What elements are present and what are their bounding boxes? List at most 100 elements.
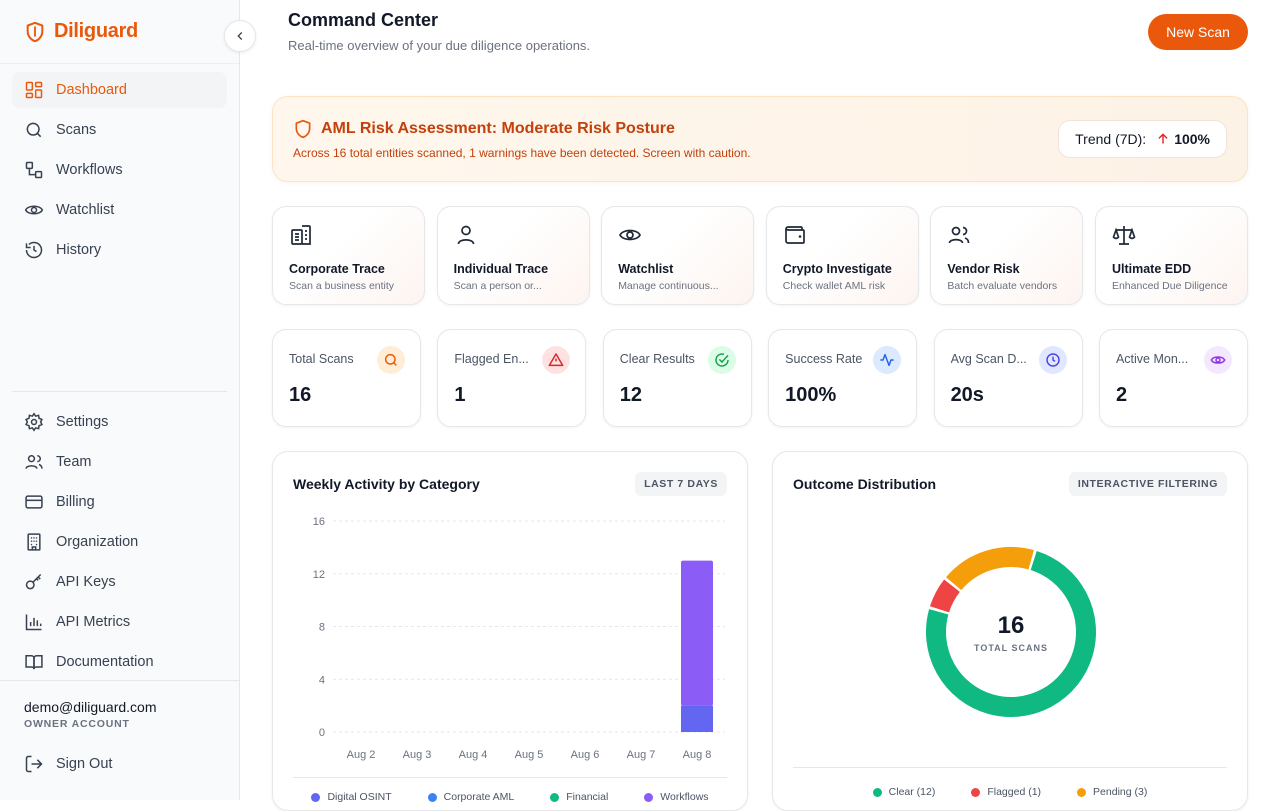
y-tick-label: 4 (319, 674, 325, 686)
stat-total-scans[interactable]: Total Scans 16 (272, 329, 421, 427)
collapse-sidebar-button[interactable] (224, 20, 256, 52)
legend-swatch (1077, 787, 1087, 797)
eye-icon (24, 205, 44, 215)
action-subtitle: Scan a business entity (289, 280, 395, 292)
legend-item[interactable]: Digital OSINT (311, 791, 392, 803)
legend-divider (293, 777, 727, 778)
key-icon (25, 573, 42, 590)
brand-name: Diliguard (54, 20, 138, 42)
nav-organization[interactable]: Organization (12, 524, 227, 560)
new-scan-button[interactable]: New Scan (1148, 14, 1248, 50)
main-content: Command Center Real-time overview of you… (240, 0, 1280, 811)
x-tick-label: Aug 6 (571, 749, 600, 761)
nav-divider (12, 391, 227, 392)
nav-api-keys[interactable]: API Keys (12, 564, 227, 600)
nav-label: Documentation (56, 654, 154, 670)
nav-team[interactable]: Team (12, 444, 227, 480)
donut-center-label: TOTAL SCANS (974, 643, 1048, 653)
bar-segment (681, 705, 713, 732)
scale-icon (1112, 226, 1136, 245)
last-7-days-badge: LAST 7 DAYS (635, 472, 727, 496)
nav-watchlist[interactable]: Watchlist (12, 192, 227, 228)
action-vendor-risk[interactable]: Vendor Risk Batch evaluate vendors (930, 206, 1084, 305)
action-watchlist[interactable]: Watchlist Manage continuous... (601, 206, 755, 305)
stat-value: 100% (785, 384, 837, 406)
interactive-filtering-badge: INTERACTIVE FILTERING (1068, 472, 1227, 496)
nav-label: API Keys (56, 574, 116, 590)
alert-triangle-icon (542, 346, 571, 374)
x-tick-label: Aug 2 (347, 749, 376, 761)
legend-label: Flagged (1) (987, 786, 1042, 798)
action-individual-trace[interactable]: Individual Trace Scan a person or... (436, 206, 590, 305)
users-icon (949, 226, 970, 244)
nav-dashboard[interactable]: Dashboard (12, 72, 227, 108)
stat-active-monitors[interactable]: Active Mon... 2 (1098, 329, 1248, 427)
shield-logo-icon (26, 21, 44, 42)
stat-label: Active Mon... (1115, 352, 1189, 366)
y-tick-label: 16 (313, 516, 325, 528)
legend-item[interactable]: Clear (12) (872, 786, 935, 798)
search-icon (377, 346, 405, 374)
nav-api-metrics[interactable]: API Metrics (12, 604, 227, 640)
nav-label: Billing (56, 494, 95, 510)
nav-documentation[interactable]: Documentation (12, 644, 227, 680)
check-circle-icon (707, 346, 736, 374)
donut-slice[interactable] (946, 547, 1034, 591)
nav-label: History (56, 242, 102, 258)
action-subtitle: Manage continuous... (618, 280, 719, 292)
weekly-activity-title: Weekly Activity by Category (293, 476, 480, 492)
stat-value: 1 (454, 384, 466, 406)
sign-out-label: Sign Out (56, 756, 113, 772)
legend-swatch (872, 787, 882, 797)
stat-clear[interactable]: Clear Results 12 (602, 329, 752, 427)
nav-history[interactable]: History (12, 232, 227, 268)
stat-flagged[interactable]: Flagged En... 1 (437, 329, 587, 427)
legend-item[interactable]: Corporate AML (427, 791, 514, 803)
legend-item[interactable]: Flagged (1) (971, 786, 1041, 798)
nav-workflows[interactable]: Workflows (12, 152, 227, 188)
brand[interactable]: Diliguard (0, 0, 239, 64)
wallet-icon (784, 226, 805, 244)
nav-scans[interactable]: Scans (12, 112, 227, 148)
stat-success-rate[interactable]: Success Rate 100% (768, 329, 918, 427)
outcome-distribution-title: Outcome Distribution (793, 476, 937, 492)
action-crypto-investigate[interactable]: Crypto Investigate Check wallet AML risk (765, 206, 919, 305)
sign-out-button[interactable]: Sign Out (24, 754, 112, 774)
action-title: Vendor Risk (947, 262, 1020, 276)
stat-value: 12 (619, 384, 643, 406)
y-tick-label: 12 (313, 569, 325, 581)
legend-item[interactable]: Financial (550, 791, 608, 803)
legend-swatch (427, 792, 437, 802)
action-title: Crypto Investigate (782, 262, 892, 276)
stat-value: 20s (950, 384, 984, 406)
book-icon (25, 655, 43, 670)
legend-item[interactable]: Pending (3) (1077, 786, 1147, 798)
search-icon (26, 122, 42, 138)
team-icon (25, 455, 43, 469)
stat-avg-scan-duration[interactable]: Avg Scan D... 20s (933, 329, 1083, 427)
nav-label: Dashboard (56, 82, 127, 98)
user-account[interactable]: demo@diliguard.com OWNER ACCOUNT (0, 680, 239, 730)
history-icon (25, 241, 43, 259)
user-email: demo@diliguard.com (24, 699, 157, 715)
x-tick-label: Aug 7 (627, 749, 656, 761)
donut-slice[interactable] (926, 550, 1096, 717)
donut-slice[interactable] (929, 579, 961, 613)
nav-label: API Metrics (56, 614, 131, 630)
chevron-left-icon (237, 32, 243, 40)
action-ultimate-edd[interactable]: Ultimate EDD Enhanced Due Diligence (1094, 206, 1248, 305)
nav-label: Watchlist (56, 202, 115, 218)
primary-nav: Dashboard Scans Workflows Watchlist Hist… (12, 72, 227, 272)
nav-label: Workflows (56, 162, 123, 178)
action-title: Ultimate EDD (1111, 262, 1192, 276)
workflow-icon (25, 161, 43, 179)
aml-risk-banner: AML Risk Assessment: Moderate Risk Postu… (272, 96, 1248, 182)
nav-billing[interactable]: Billing (12, 484, 227, 520)
action-title: Corporate Trace (289, 262, 385, 276)
page-title: Command Center (288, 10, 439, 30)
legend-item[interactable]: Workflows (644, 791, 709, 803)
nav-label: Settings (56, 414, 109, 430)
action-corporate-trace[interactable]: Corporate Trace Scan a business entity (272, 206, 425, 305)
eye-icon (619, 229, 642, 241)
nav-settings[interactable]: Settings (12, 404, 227, 440)
